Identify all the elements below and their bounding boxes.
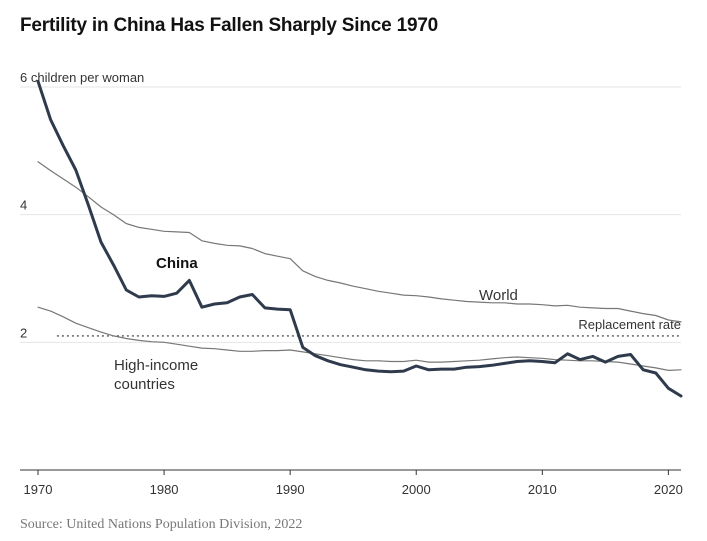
source-note: Source: United Nations Population Divisi… <box>20 517 303 532</box>
series-labels: China World High-income countries <box>114 255 518 393</box>
x-tick-label-1980: 1980 <box>150 482 179 497</box>
china-label: China <box>156 255 198 272</box>
x-tick-label-2010: 2010 <box>528 482 557 497</box>
x-tick-label-2000: 2000 <box>402 482 431 497</box>
x-tick-label-2020: 2020 <box>654 482 683 497</box>
y-tick-label-2: 2 <box>20 325 27 340</box>
series-line-high-income-countries <box>37 306 682 371</box>
y-tick-label-6: 6 children per woman <box>20 70 144 85</box>
y-tick-label-4: 4 <box>20 198 27 213</box>
high-income-label-line1: High-income <box>114 357 198 374</box>
series-line-world <box>37 161 682 323</box>
replacement-rate-line-group: Replacement rate <box>56 317 681 337</box>
x-tick-label-1990: 1990 <box>276 482 305 497</box>
series-lines <box>36 79 683 398</box>
x-tick-label-1970: 1970 <box>24 482 53 497</box>
x-axis-ticks: 1970 1980 1990 2000 2010 2020 <box>24 470 683 497</box>
world-label: World <box>479 287 518 304</box>
y-axis-ticks: 2 4 6 children per woman <box>20 70 144 340</box>
high-income-label-line2: countries <box>114 376 175 393</box>
replacement-rate-label: Replacement rate <box>578 317 681 332</box>
series-line-china <box>36 79 683 398</box>
chart-title: Fertility in China Has Fallen Sharply Si… <box>20 15 439 36</box>
grid-lines <box>20 86 681 343</box>
